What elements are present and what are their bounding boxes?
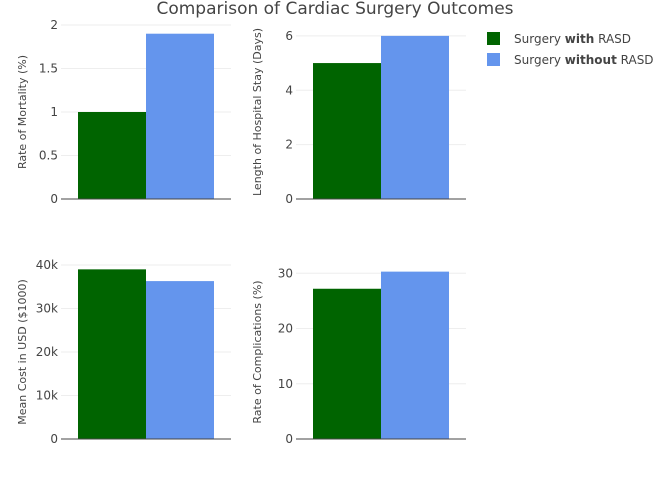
y-axis-title: Length of Hospital Stay (Days) [251, 28, 264, 196]
y-tick-label: 0 [285, 432, 293, 446]
legend-item-2[interactable]: Surgery without RASD [487, 53, 654, 67]
y-tick-label: 2 [285, 138, 293, 152]
y-axis-title: Mean Cost in USD ($1000) [16, 279, 29, 425]
bar-with-rasd[interactable] [313, 288, 381, 439]
y-tick-label: 1.5 [39, 62, 58, 76]
chart-title: Comparison of Cardiac Surgery Outcomes [156, 0, 513, 19]
bar-with-rasd[interactable] [78, 269, 146, 439]
y-tick-label: 1 [50, 105, 58, 119]
subplot-1: 0 0.5 1 1.5 2 Rate of Mortality (%) [16, 18, 231, 206]
y-tick-label: 4 [285, 83, 293, 97]
y-tick-label: 0 [50, 192, 58, 206]
y-tick-label: 20 [278, 322, 293, 336]
legend-label: Surgery without RASD [514, 53, 654, 67]
bar-without-rasd[interactable] [146, 33, 214, 200]
y-tick-label: 20k [36, 345, 58, 359]
legend-item-1[interactable]: Surgery with RASD [487, 32, 631, 46]
y-tick-label: 30k [36, 302, 58, 316]
subplot-2: 0 2 4 6 Length of Hospital Stay (Days) [251, 28, 466, 206]
bar-without-rasd[interactable] [146, 281, 214, 439]
legend: Surgery with RASD Surgery without RASD [487, 32, 654, 67]
bar-without-rasd[interactable] [381, 35, 449, 199]
y-tick-label: 0 [285, 192, 293, 206]
y-tick-label: 30 [278, 266, 293, 280]
bar-without-rasd[interactable] [381, 271, 449, 439]
legend-swatch [487, 32, 500, 45]
subplot-3: 0 10k 20k 30k 40k Mean Cost in USD ($1000) [16, 258, 231, 446]
legend-swatch [487, 53, 500, 66]
y-tick-label: 40k [36, 258, 58, 272]
y-tick-label: 0.5 [39, 149, 58, 163]
bar-with-rasd[interactable] [78, 112, 146, 199]
bar-with-rasd[interactable] [313, 63, 381, 199]
y-axis-title: Rate of Complications (%) [251, 280, 264, 423]
y-tick-label: 0 [50, 432, 58, 446]
subplot-4: 0 10 20 30 Rate of Complications (%) [251, 266, 466, 446]
y-tick-label: 10 [278, 377, 293, 391]
y-axis-title: Rate of Mortality (%) [16, 55, 29, 169]
y-tick-label: 6 [285, 29, 293, 43]
legend-label: Surgery with RASD [514, 32, 631, 46]
subplot-panels: 0 0.5 1 1.5 2 Rate of Mortality (%) 0 2 4 6 Length… [16, 18, 466, 446]
y-tick-label: 10k [36, 389, 58, 403]
y-tick-label: 2 [50, 18, 58, 32]
